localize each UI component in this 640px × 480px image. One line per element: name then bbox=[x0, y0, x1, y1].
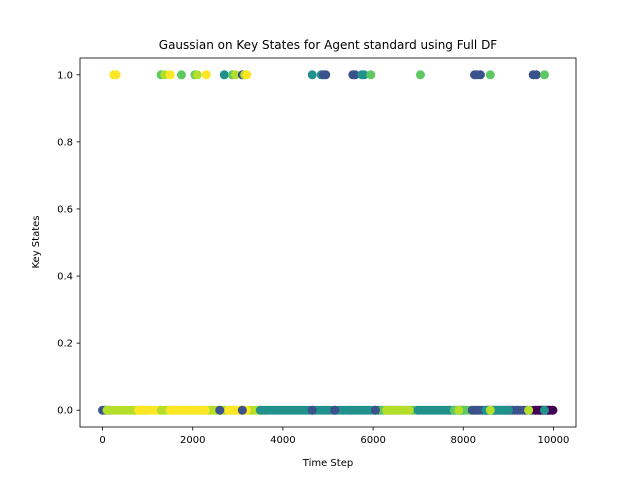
scatter-point bbox=[524, 405, 534, 415]
scatter-point bbox=[359, 70, 369, 80]
scatter-point bbox=[111, 70, 121, 80]
scatter-point bbox=[237, 405, 247, 415]
y-tick-label: 1.0 bbox=[57, 70, 73, 81]
scatter-point bbox=[231, 70, 241, 80]
x-tick-label: 0 bbox=[99, 435, 105, 446]
scatter-point bbox=[539, 405, 549, 415]
points-layer bbox=[98, 70, 558, 415]
scatter-point bbox=[485, 405, 495, 415]
scatter-point bbox=[415, 70, 425, 80]
scatter-point bbox=[242, 70, 252, 80]
scatter-point bbox=[548, 405, 558, 415]
scatter-point bbox=[330, 405, 340, 415]
plot-frame bbox=[79, 57, 577, 428]
scatter-point bbox=[219, 70, 229, 80]
scatter-point bbox=[307, 70, 317, 80]
y-tick-label: 0.2 bbox=[57, 339, 73, 350]
scatter-point bbox=[475, 70, 485, 80]
scatter-point bbox=[192, 70, 202, 80]
scatter-point bbox=[370, 405, 380, 415]
x-tick-label: 2000 bbox=[180, 435, 205, 446]
scatter-point bbox=[366, 70, 376, 80]
scatter-point bbox=[215, 405, 225, 415]
y-tick-label: 0.4 bbox=[57, 272, 73, 283]
scatter-point bbox=[350, 70, 360, 80]
scatter-point bbox=[201, 70, 211, 80]
x-axis: 0 2000 4000 6000 8000 10000 bbox=[99, 427, 569, 446]
scatter-point bbox=[539, 70, 549, 80]
scatter-point bbox=[531, 70, 541, 80]
x-tick-label: 6000 bbox=[360, 435, 385, 446]
x-tick-label: 4000 bbox=[270, 435, 295, 446]
scatter-point bbox=[503, 405, 513, 415]
x-axis-title: Time Step bbox=[302, 458, 353, 469]
scatter-point bbox=[321, 70, 331, 80]
scatter-point bbox=[485, 70, 495, 80]
scatter-point bbox=[176, 70, 186, 80]
y-axis: 0.0 0.2 0.4 0.6 0.8 1.0 bbox=[57, 70, 80, 417]
y-tick-label: 0.0 bbox=[57, 406, 73, 417]
y-axis-title: Key States bbox=[31, 216, 42, 269]
scatter-point bbox=[307, 405, 317, 415]
scatter-point bbox=[200, 405, 210, 415]
scatter-point bbox=[454, 405, 464, 415]
scatter-point bbox=[165, 70, 175, 80]
y-tick-label: 0.6 bbox=[57, 204, 73, 215]
x-tick-label: 8000 bbox=[451, 435, 476, 446]
scatter-point bbox=[404, 405, 414, 415]
y-tick-label: 0.8 bbox=[57, 137, 73, 148]
x-tick-label: 10000 bbox=[538, 435, 570, 446]
chart-title: Gaussian on Key States for Agent standar… bbox=[159, 38, 498, 52]
